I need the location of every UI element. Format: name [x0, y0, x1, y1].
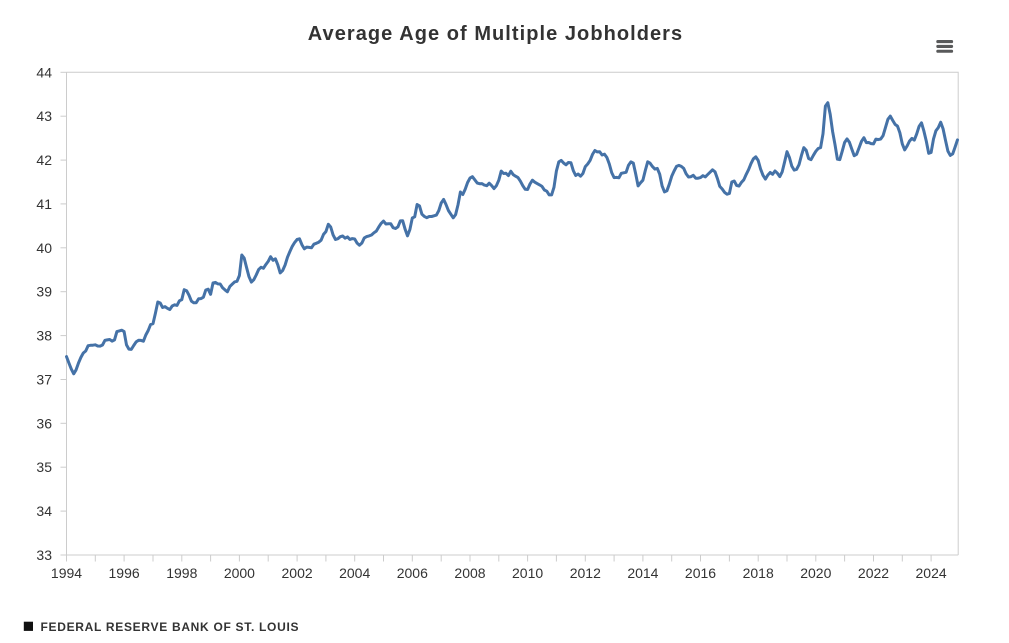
svg-text:2004: 2004	[339, 565, 370, 581]
svg-text:1994: 1994	[51, 565, 82, 581]
svg-text:1996: 1996	[109, 565, 140, 581]
svg-text:2006: 2006	[397, 565, 428, 581]
svg-text:2014: 2014	[627, 565, 658, 581]
svg-text:2022: 2022	[858, 565, 889, 581]
svg-text:33: 33	[36, 547, 52, 563]
svg-text:2010: 2010	[512, 565, 543, 581]
svg-text:41: 41	[36, 196, 52, 212]
svg-text:Average Age of Multiple Jobhol: Average Age of Multiple Jobholders	[308, 23, 683, 45]
svg-text:2002: 2002	[282, 565, 313, 581]
svg-text:42: 42	[36, 152, 52, 168]
svg-text:2024: 2024	[916, 565, 947, 581]
svg-text:39: 39	[36, 284, 52, 300]
svg-text:2000: 2000	[224, 565, 255, 581]
svg-text:34: 34	[36, 503, 52, 519]
svg-text:FEDERAL RESERVE BANK OF ST. LO: FEDERAL RESERVE BANK OF ST. LOUIS	[41, 620, 300, 634]
svg-text:37: 37	[36, 372, 52, 388]
svg-text:2018: 2018	[743, 565, 774, 581]
svg-text:2008: 2008	[454, 565, 485, 581]
svg-text:36: 36	[36, 415, 52, 431]
svg-text:2012: 2012	[570, 565, 601, 581]
svg-text:44: 44	[36, 64, 52, 80]
svg-text:2020: 2020	[800, 565, 831, 581]
svg-text:43: 43	[36, 108, 52, 124]
svg-text:40: 40	[36, 240, 52, 256]
svg-text:38: 38	[36, 328, 52, 344]
svg-text:1998: 1998	[166, 565, 197, 581]
svg-text:2016: 2016	[685, 565, 716, 581]
svg-text:35: 35	[36, 459, 52, 475]
